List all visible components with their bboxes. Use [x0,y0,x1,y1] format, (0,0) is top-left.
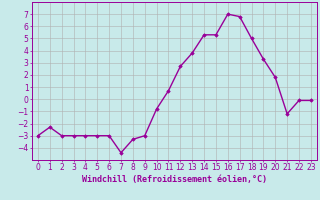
X-axis label: Windchill (Refroidissement éolien,°C): Windchill (Refroidissement éolien,°C) [82,175,267,184]
